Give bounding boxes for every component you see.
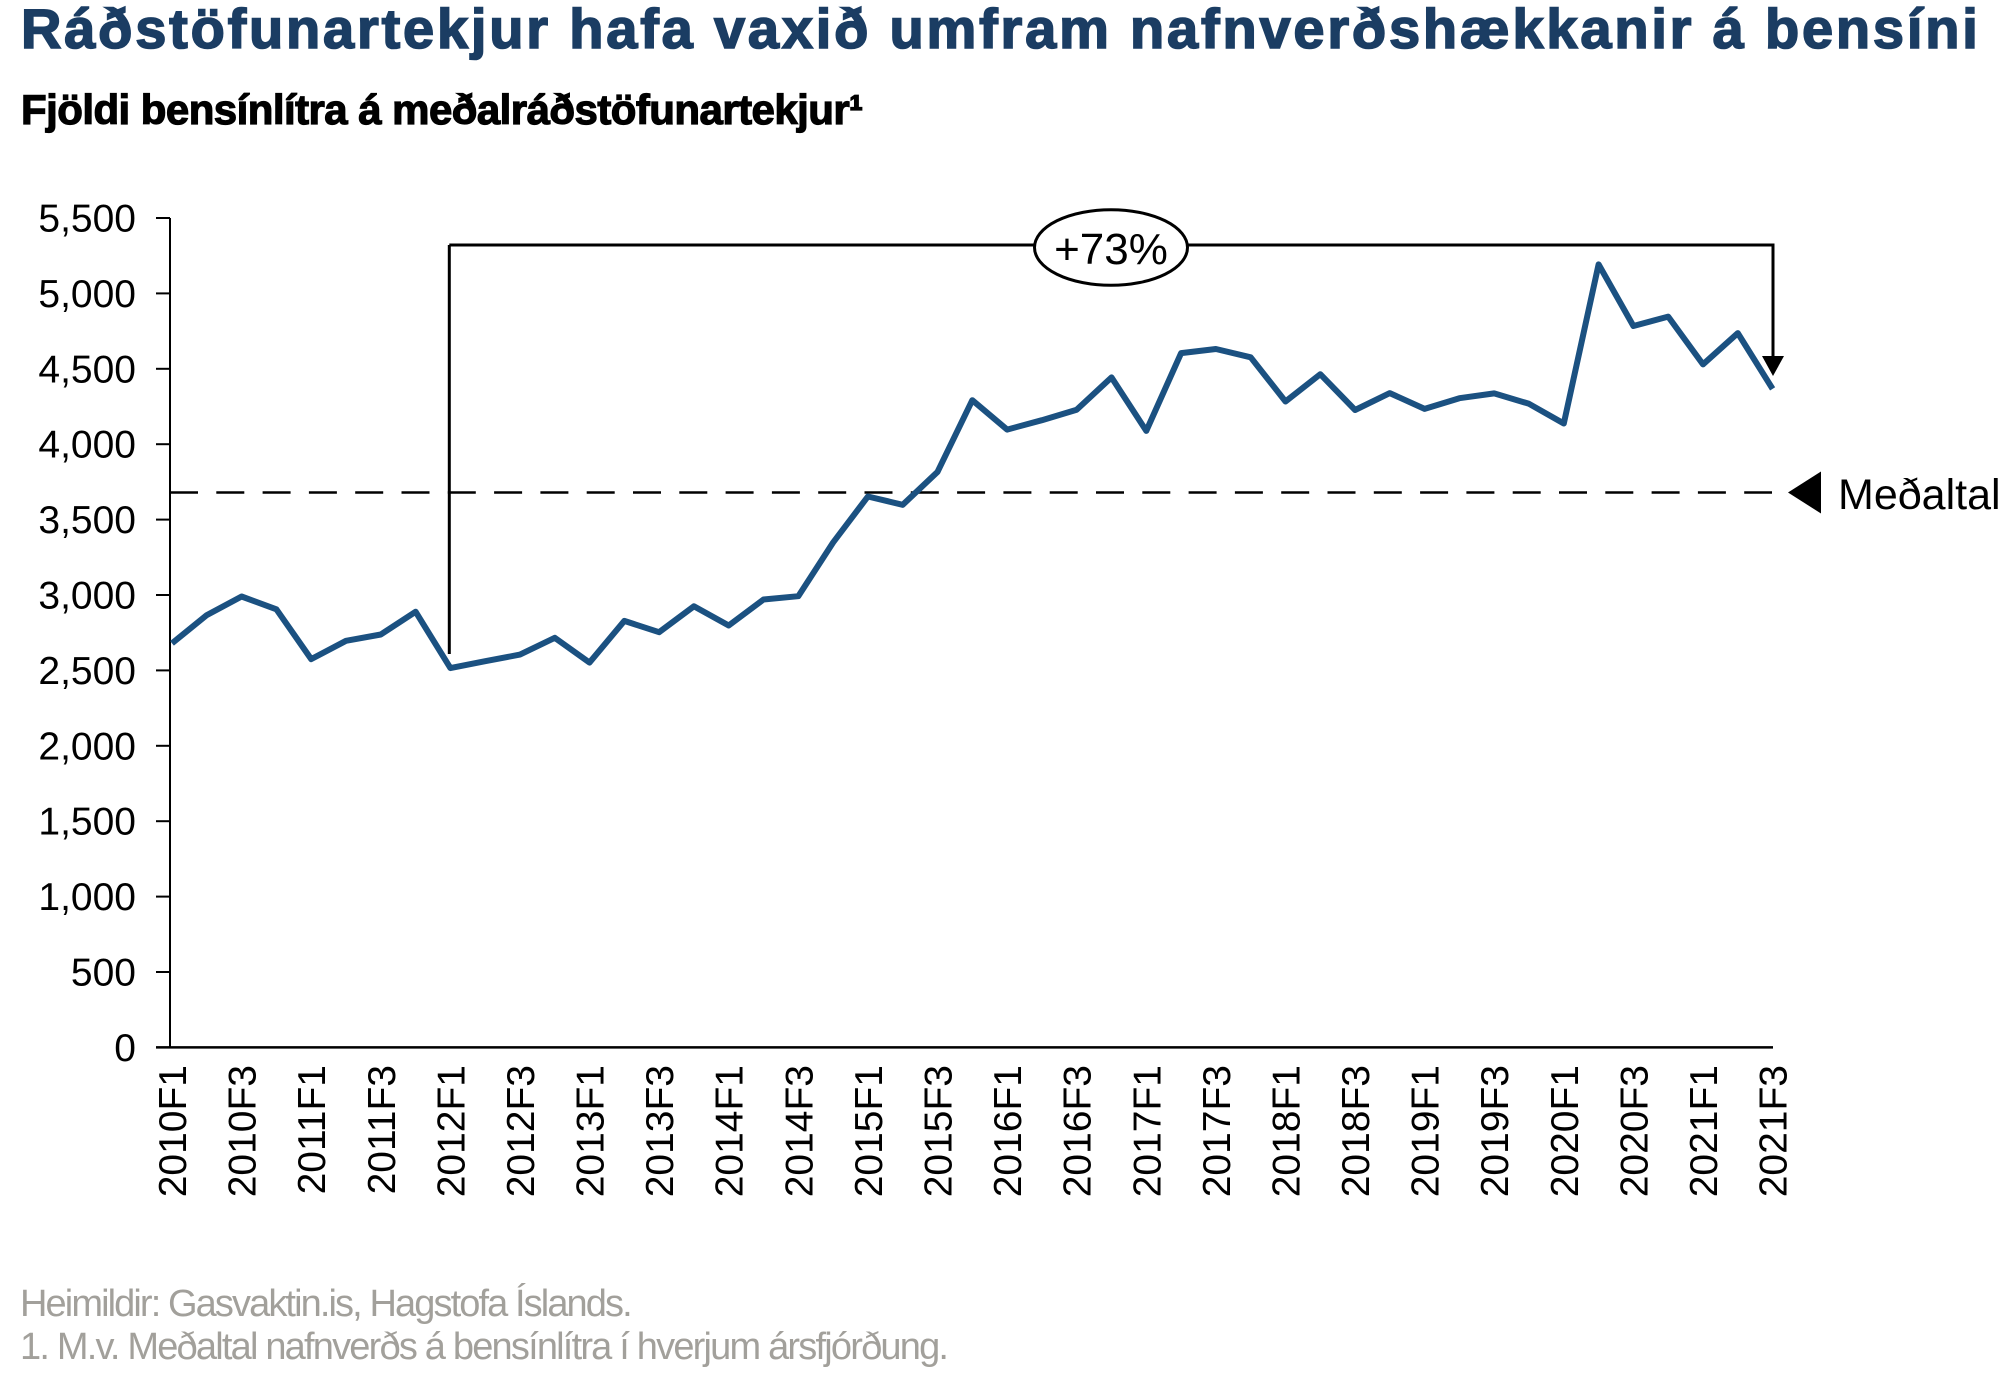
svg-text:1,500: 1,500 [38,801,136,844]
svg-text:2016F3: 2016F3 [1057,1065,1100,1197]
svg-text:3,500: 3,500 [38,499,136,542]
svg-text:2010F1: 2010F1 [152,1065,195,1197]
svg-text:4,000: 4,000 [38,424,136,467]
svg-text:2012F1: 2012F1 [430,1065,473,1197]
svg-text:Fjöldi bensínlítra á meðalráðs: Fjöldi bensínlítra á meðalráðstöfunartek… [21,86,863,133]
svg-text:2017F1: 2017F1 [1126,1065,1169,1197]
svg-text:2,000: 2,000 [38,725,136,768]
svg-text:2010F3: 2010F3 [222,1065,265,1197]
svg-text:500: 500 [71,952,136,995]
svg-text:5,000: 5,000 [38,273,136,316]
svg-text:2012F3: 2012F3 [500,1065,543,1197]
svg-text:2019F3: 2019F3 [1474,1065,1517,1197]
svg-text:3,000: 3,000 [38,575,136,618]
svg-text:2014F3: 2014F3 [778,1065,821,1197]
svg-text:2014F1: 2014F1 [709,1065,752,1197]
svg-text:Heimildir: Gasvaktin.is, Hagst: Heimildir: Gasvaktin.is, Hagstofa Ísland… [20,1282,631,1325]
svg-text:Meðaltal: Meðaltal [1838,471,2000,519]
svg-text:2013F1: 2013F1 [570,1065,613,1197]
svg-text:2011F1: 2011F1 [291,1065,334,1194]
svg-text:Ráðstöfunartekjur hafa vaxið u: Ráðstöfunartekjur hafa vaxið umfram nafn… [21,0,1981,60]
svg-text:4,500: 4,500 [38,348,136,391]
svg-text:2020F3: 2020F3 [1613,1065,1656,1197]
svg-text:2016F1: 2016F1 [987,1065,1030,1197]
svg-text:0: 0 [114,1027,136,1070]
svg-text:2015F3: 2015F3 [918,1065,961,1197]
svg-text:2011F3: 2011F3 [361,1065,404,1194]
svg-text:2013F3: 2013F3 [639,1065,682,1197]
svg-text:2015F1: 2015F1 [848,1065,891,1197]
svg-text:2018F3: 2018F3 [1335,1065,1378,1197]
svg-text:2019F1: 2019F1 [1405,1065,1448,1197]
svg-text:2020F1: 2020F1 [1544,1065,1587,1197]
svg-text:2017F3: 2017F3 [1196,1065,1239,1197]
svg-text:1,000: 1,000 [38,876,136,919]
svg-text:2,500: 2,500 [38,650,136,693]
svg-text:2021F3: 2021F3 [1753,1065,1796,1197]
svg-text:2021F1: 2021F1 [1683,1065,1726,1197]
svg-text:+73%: +73% [1054,225,1168,274]
svg-text:2018F1: 2018F1 [1266,1065,1309,1197]
svg-text:5,500: 5,500 [38,198,136,241]
svg-text:1. M.v. Meðaltal nafnverðs á b: 1. M.v. Meðaltal nafnverðs á bensínlítra… [20,1326,947,1368]
